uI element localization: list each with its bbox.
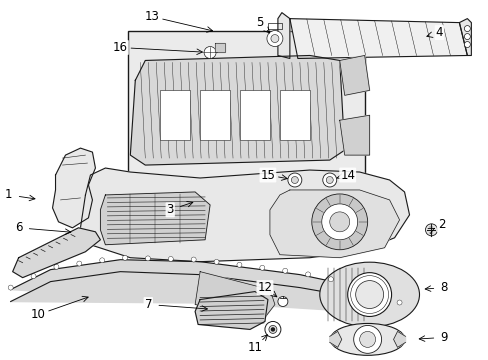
Text: 4: 4 bbox=[435, 26, 442, 39]
Circle shape bbox=[321, 204, 357, 240]
Circle shape bbox=[31, 274, 36, 279]
Circle shape bbox=[77, 261, 81, 266]
Ellipse shape bbox=[329, 323, 404, 355]
Polygon shape bbox=[52, 148, 95, 228]
Circle shape bbox=[350, 282, 356, 287]
Circle shape bbox=[291, 176, 298, 184]
Text: 16: 16 bbox=[113, 41, 127, 54]
Text: 15: 15 bbox=[260, 168, 275, 181]
Polygon shape bbox=[100, 192, 210, 245]
Text: 7: 7 bbox=[144, 298, 152, 311]
Text: 2: 2 bbox=[437, 218, 444, 231]
Text: 8: 8 bbox=[440, 281, 447, 294]
Text: 9: 9 bbox=[440, 331, 447, 344]
Circle shape bbox=[305, 272, 310, 277]
Polygon shape bbox=[393, 332, 405, 347]
Circle shape bbox=[122, 255, 127, 260]
Circle shape bbox=[203, 46, 216, 58]
Circle shape bbox=[353, 325, 381, 353]
Text: 1: 1 bbox=[5, 188, 12, 202]
FancyBboxPatch shape bbox=[200, 90, 229, 140]
Circle shape bbox=[282, 268, 287, 273]
Circle shape bbox=[359, 332, 375, 347]
Circle shape bbox=[355, 280, 383, 309]
Circle shape bbox=[237, 262, 242, 267]
Text: 11: 11 bbox=[247, 341, 262, 354]
Text: 12: 12 bbox=[257, 281, 272, 294]
Circle shape bbox=[396, 300, 401, 305]
Circle shape bbox=[100, 258, 104, 263]
Polygon shape bbox=[289, 19, 467, 58]
Polygon shape bbox=[81, 168, 408, 262]
FancyBboxPatch shape bbox=[128, 31, 364, 195]
FancyBboxPatch shape bbox=[279, 90, 309, 140]
Polygon shape bbox=[339, 115, 369, 155]
Text: 5: 5 bbox=[256, 16, 263, 29]
Circle shape bbox=[8, 285, 13, 290]
Circle shape bbox=[347, 273, 391, 316]
Polygon shape bbox=[130, 55, 344, 165]
Circle shape bbox=[329, 212, 349, 232]
Polygon shape bbox=[13, 228, 100, 278]
Circle shape bbox=[168, 256, 173, 261]
FancyBboxPatch shape bbox=[240, 90, 269, 140]
Circle shape bbox=[287, 173, 301, 187]
FancyBboxPatch shape bbox=[160, 90, 190, 140]
Polygon shape bbox=[195, 292, 267, 329]
Polygon shape bbox=[277, 13, 289, 58]
Polygon shape bbox=[195, 272, 274, 318]
Circle shape bbox=[145, 256, 150, 261]
Text: 10: 10 bbox=[31, 308, 46, 321]
Circle shape bbox=[259, 265, 264, 270]
Circle shape bbox=[191, 257, 196, 262]
Polygon shape bbox=[339, 55, 369, 95]
Circle shape bbox=[264, 321, 280, 337]
Circle shape bbox=[268, 325, 276, 333]
Circle shape bbox=[328, 277, 333, 282]
Text: 6: 6 bbox=[15, 221, 22, 234]
Circle shape bbox=[54, 264, 59, 269]
Text: 13: 13 bbox=[144, 10, 160, 23]
Polygon shape bbox=[458, 19, 470, 55]
Circle shape bbox=[271, 328, 274, 331]
Circle shape bbox=[214, 259, 219, 264]
Circle shape bbox=[277, 297, 287, 306]
Circle shape bbox=[373, 287, 378, 292]
Polygon shape bbox=[215, 42, 224, 53]
Circle shape bbox=[322, 173, 336, 187]
Circle shape bbox=[464, 26, 469, 32]
Text: 14: 14 bbox=[340, 168, 354, 181]
Polygon shape bbox=[11, 260, 399, 315]
Polygon shape bbox=[329, 332, 341, 347]
Ellipse shape bbox=[319, 262, 419, 327]
Circle shape bbox=[425, 224, 437, 236]
Circle shape bbox=[325, 176, 332, 184]
Circle shape bbox=[311, 194, 367, 250]
Circle shape bbox=[266, 31, 283, 46]
Circle shape bbox=[270, 35, 278, 42]
Polygon shape bbox=[269, 190, 399, 258]
Circle shape bbox=[464, 33, 469, 40]
Circle shape bbox=[464, 41, 469, 48]
Text: 3: 3 bbox=[166, 203, 174, 216]
